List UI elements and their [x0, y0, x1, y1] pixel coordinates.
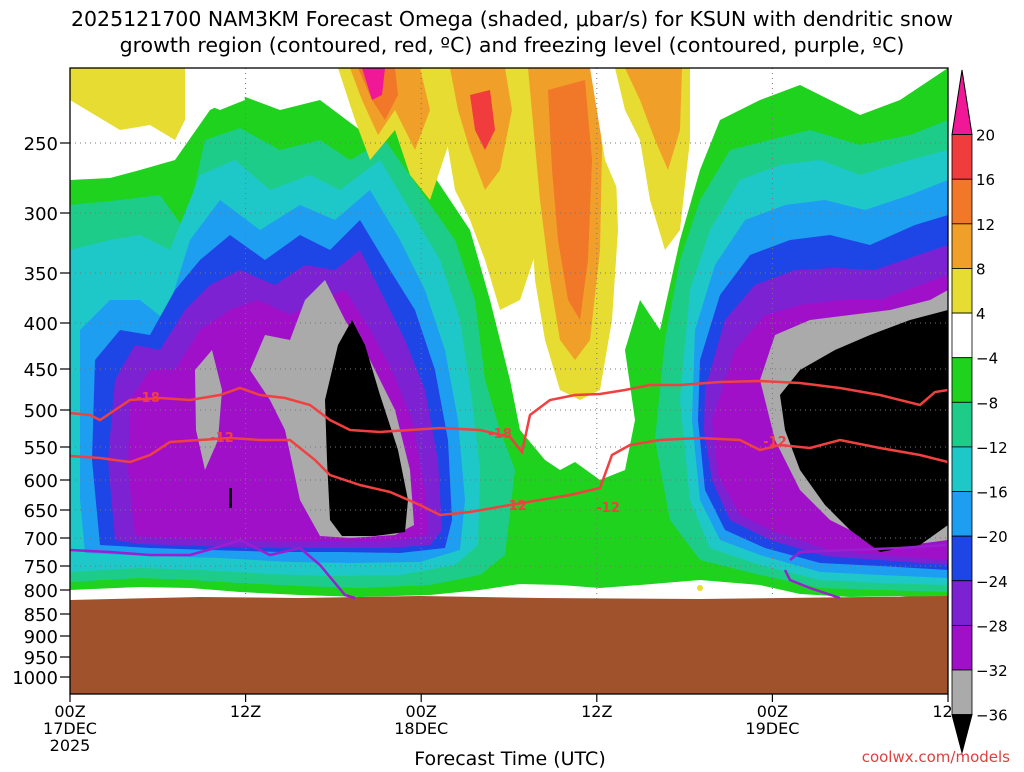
colorbar-swatch — [951, 223, 973, 269]
omega-core-black-2 — [780, 310, 948, 552]
colorbar-label: −20 — [976, 528, 1008, 546]
y-tick-label: 800 — [24, 581, 58, 602]
plot-frame — [69, 67, 949, 695]
dgz-contour-minus18 — [70, 379, 948, 455]
y-tick-label: 500 — [24, 401, 58, 422]
y-tick-label: 700 — [24, 529, 58, 550]
colorbar-swatch — [951, 178, 973, 225]
colorbar-label: 12 — [976, 216, 995, 234]
colorbar-swatch — [951, 446, 973, 492]
freezing-level-contour — [70, 538, 356, 600]
colorbar-swatch — [951, 580, 973, 626]
chart-title-line1: 2025121700 NAM3KM Forecast Omega (shaded… — [71, 7, 953, 31]
colorbar-label: −28 — [976, 617, 1008, 635]
colorbar-swatch — [951, 535, 973, 582]
colorbar-swatch — [951, 357, 973, 403]
colorbar-label: 16 — [976, 171, 995, 189]
dgz-contour-label: -12 — [210, 431, 234, 446]
terrain-below-ground — [70, 600, 948, 694]
chart-title-line2: growth region (contoured, red, ºC) and f… — [120, 33, 905, 57]
y-tick-label: 300 — [24, 204, 58, 225]
colorbar-top-arrow — [951, 69, 973, 136]
y-tick-label: 350 — [24, 264, 58, 285]
x-tick-label: 00Z — [54, 702, 85, 721]
colorbar-label: 4 — [976, 305, 986, 323]
y-tick-label: 750 — [24, 557, 58, 578]
colorbar-swatch — [951, 669, 973, 716]
y-tick-label: 250 — [24, 134, 58, 155]
colorbar-label: −4 — [976, 350, 998, 368]
y-tick-label: 450 — [24, 360, 58, 381]
omega-core-black-1 — [325, 320, 408, 536]
x-tick-date: 18DEC — [394, 719, 448, 738]
colorbar-label: −12 — [976, 439, 1008, 457]
contour-labels: -18 -12 -18 -12 -12 -12 — [136, 391, 787, 516]
colorbar-label: −16 — [976, 484, 1008, 502]
dgz-contour-label: -12 — [596, 501, 620, 516]
colorbar-swatch — [951, 268, 973, 314]
y-axis: 2503003504004505005506006507007508008509… — [12, 134, 70, 689]
y-tick-label: 400 — [24, 314, 58, 335]
x-tick-year: 2025 — [50, 736, 91, 755]
dgz-contour-label: -12 — [503, 499, 527, 514]
colorbar-swatch — [951, 624, 973, 671]
dgz-contour-label: -18 — [136, 391, 160, 406]
x-tick-label: 12Z — [581, 702, 612, 721]
x-tick-label: 00Z — [757, 702, 788, 721]
colorbar-swatch — [951, 312, 973, 359]
colorbar-label: −32 — [976, 662, 1008, 680]
y-tick-label: 900 — [24, 627, 58, 648]
y-tick-label: 850 — [24, 605, 58, 626]
x-axis-label: Forecast Time (UTC) — [414, 748, 605, 768]
y-tick-label: 600 — [24, 471, 58, 492]
grid-lines — [70, 68, 948, 600]
dgz-contour-label: -12 — [763, 435, 787, 450]
y-tick-label: 550 — [24, 438, 58, 459]
y-tick-label: 650 — [24, 501, 58, 522]
dgz-contour-label: -18 — [488, 427, 512, 442]
colorbar-label: 8 — [976, 260, 986, 278]
colorbar-label: 20 — [976, 127, 995, 145]
plot-area: -18 -12 -18 -12 -12 -12 — [70, 68, 948, 694]
colorbar-swatch — [951, 401, 973, 448]
dgz-contour-minus12 — [70, 436, 948, 517]
x-tick-date: 19DEC — [745, 719, 799, 738]
colorbar-label: −24 — [976, 573, 1008, 591]
x-tick-label: 12Z — [230, 702, 261, 721]
y-tick-label: 1000 — [12, 668, 58, 689]
colorbar-bottom-arrow — [951, 714, 973, 755]
colorbar-label: −36 — [976, 707, 1008, 725]
colorbar: 20 16 12 8 4 −4 −8 −12 −16 −20 −24 −28 −32 −36 — [951, 69, 1008, 755]
colorbar-swatch — [951, 491, 973, 537]
x-tick-label: 00Z — [406, 702, 437, 721]
omega-region-yellow-left — [70, 68, 185, 140]
x-tick-date: 17DEC — [43, 719, 97, 738]
colorbar-swatch — [951, 134, 973, 180]
credit-link[interactable]: coolwx.com/models — [862, 748, 1010, 766]
colorbar-label: −8 — [976, 394, 998, 412]
y-tick-label: 950 — [24, 648, 58, 669]
